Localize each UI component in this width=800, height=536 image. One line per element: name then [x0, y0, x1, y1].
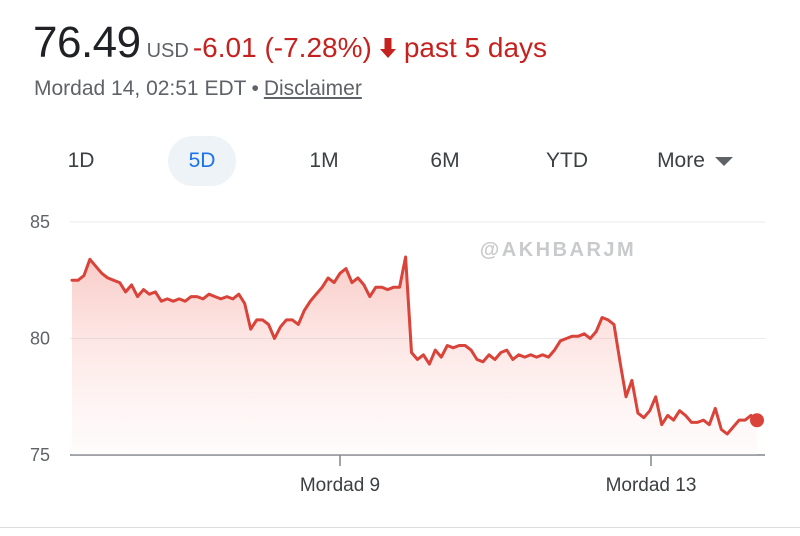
timestamp-row: Mordad 14, 02:51 EDT • Disclaimer [34, 77, 362, 101]
tab-1m[interactable]: 1M [292, 136, 356, 186]
tab-ytd[interactable]: YTD [530, 136, 604, 186]
period-label: past 5 days [403, 32, 548, 63]
price-series-line [70, 255, 759, 436]
tab-label: YTD [546, 149, 588, 172]
tab-label: More [657, 149, 705, 172]
x-tick-label: Mordad 9 [300, 475, 380, 496]
range-tabs: 1D 5D 1M 6M YTD More [0, 136, 800, 186]
y-tick-label: 85 [30, 212, 50, 232]
x-tick-label: Mordad 13 [606, 475, 697, 496]
currency-label: USD [146, 40, 189, 62]
more-dropdown[interactable]: More [640, 136, 750, 186]
tab-label: 5D [188, 149, 216, 172]
y-tick-label: 75 [30, 445, 50, 465]
last-price-point [750, 413, 764, 428]
y-tick-label: 80 [30, 329, 50, 349]
price-header: 76.49 USD -6.01 (-7.28%) past 5 days [33, 18, 547, 74]
separator-dot: • [251, 77, 259, 100]
current-price: 76.49 [33, 18, 141, 67]
chevron-down-icon [714, 136, 733, 186]
tab-1d[interactable]: 1D [50, 136, 112, 186]
price-chart: 75 80 85 Mordad 9 Mordad 13 @AKHBARJM [30, 212, 765, 496]
bottom-divider [0, 527, 800, 528]
tab-5d[interactable]: 5D [168, 136, 236, 186]
tab-label: 1D [67, 149, 95, 172]
tab-label: 6M [430, 149, 460, 172]
watermark-text: @AKHBARJM [480, 239, 636, 261]
timestamp: Mordad 14, 02:51 EDT [34, 77, 247, 100]
tab-6m[interactable]: 6M [413, 136, 477, 186]
price-change: -6.01 (-7.28%) [192, 32, 372, 63]
disclaimer-link[interactable]: Disclaimer [263, 77, 362, 100]
tab-label: 1M [309, 149, 339, 172]
arrow-down-icon [378, 36, 398, 65]
